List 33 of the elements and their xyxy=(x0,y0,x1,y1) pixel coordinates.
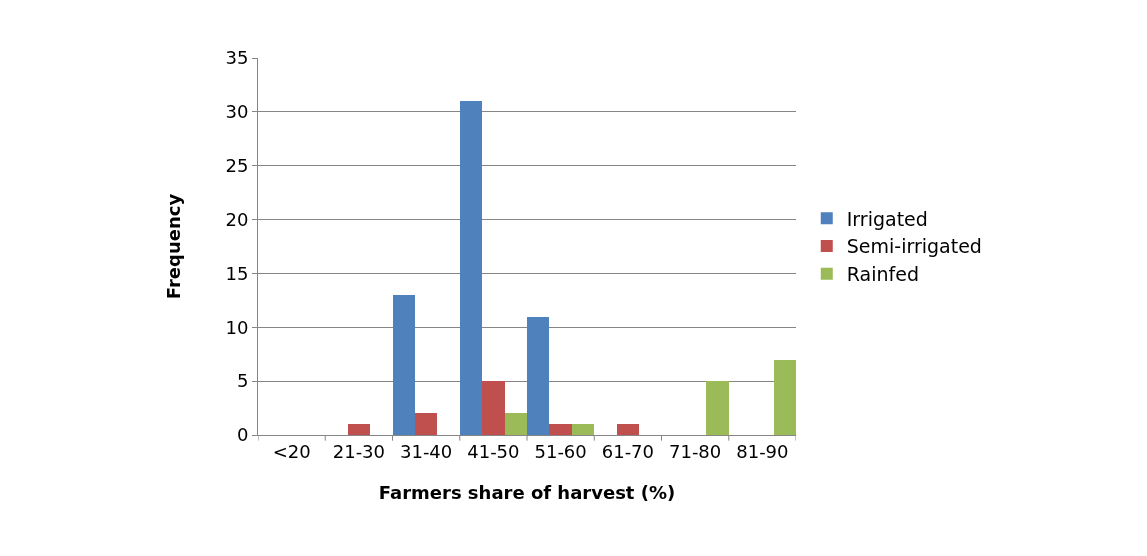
y-axis-title: Frequency xyxy=(162,193,184,300)
x-tick-label: 31-40 xyxy=(399,440,453,462)
bar xyxy=(415,413,437,435)
bar xyxy=(572,424,594,435)
bar xyxy=(706,381,729,435)
x-tick-label: <20 xyxy=(272,440,311,462)
x-tick-label: 41-50 xyxy=(467,440,520,462)
x-tick-label: 61-70 xyxy=(601,440,655,462)
x-tick-label: 21-30 xyxy=(332,440,386,462)
bar xyxy=(348,424,370,435)
x-tick-label: 71-80 xyxy=(668,440,722,462)
x-tick-label: 51-60 xyxy=(534,440,587,462)
y-tick-label: 25 xyxy=(225,155,249,177)
bar xyxy=(505,413,527,435)
bar xyxy=(774,360,796,435)
y-tick-label: 5 xyxy=(236,370,249,392)
y-tick-label: 35 xyxy=(225,47,249,69)
legend-label: Irrigated xyxy=(846,207,928,230)
bar xyxy=(460,101,482,435)
y-tick-label: 15 xyxy=(225,262,249,284)
legend-label: Rainfed xyxy=(846,263,919,286)
bar xyxy=(527,317,549,435)
bar xyxy=(617,424,639,435)
legend-label: Semi-irrigated xyxy=(846,235,982,258)
x-axis-title: Farmers share of harvest (%) xyxy=(378,481,676,503)
y-tick-label: 20 xyxy=(225,208,249,230)
y-tick-label: 10 xyxy=(225,316,249,338)
bar xyxy=(393,295,415,435)
bar xyxy=(482,381,505,435)
y-tick-label: 30 xyxy=(225,101,249,123)
x-tick-label: 81-90 xyxy=(736,440,789,462)
bar xyxy=(549,424,572,435)
y-tick-label: 0 xyxy=(236,424,249,446)
